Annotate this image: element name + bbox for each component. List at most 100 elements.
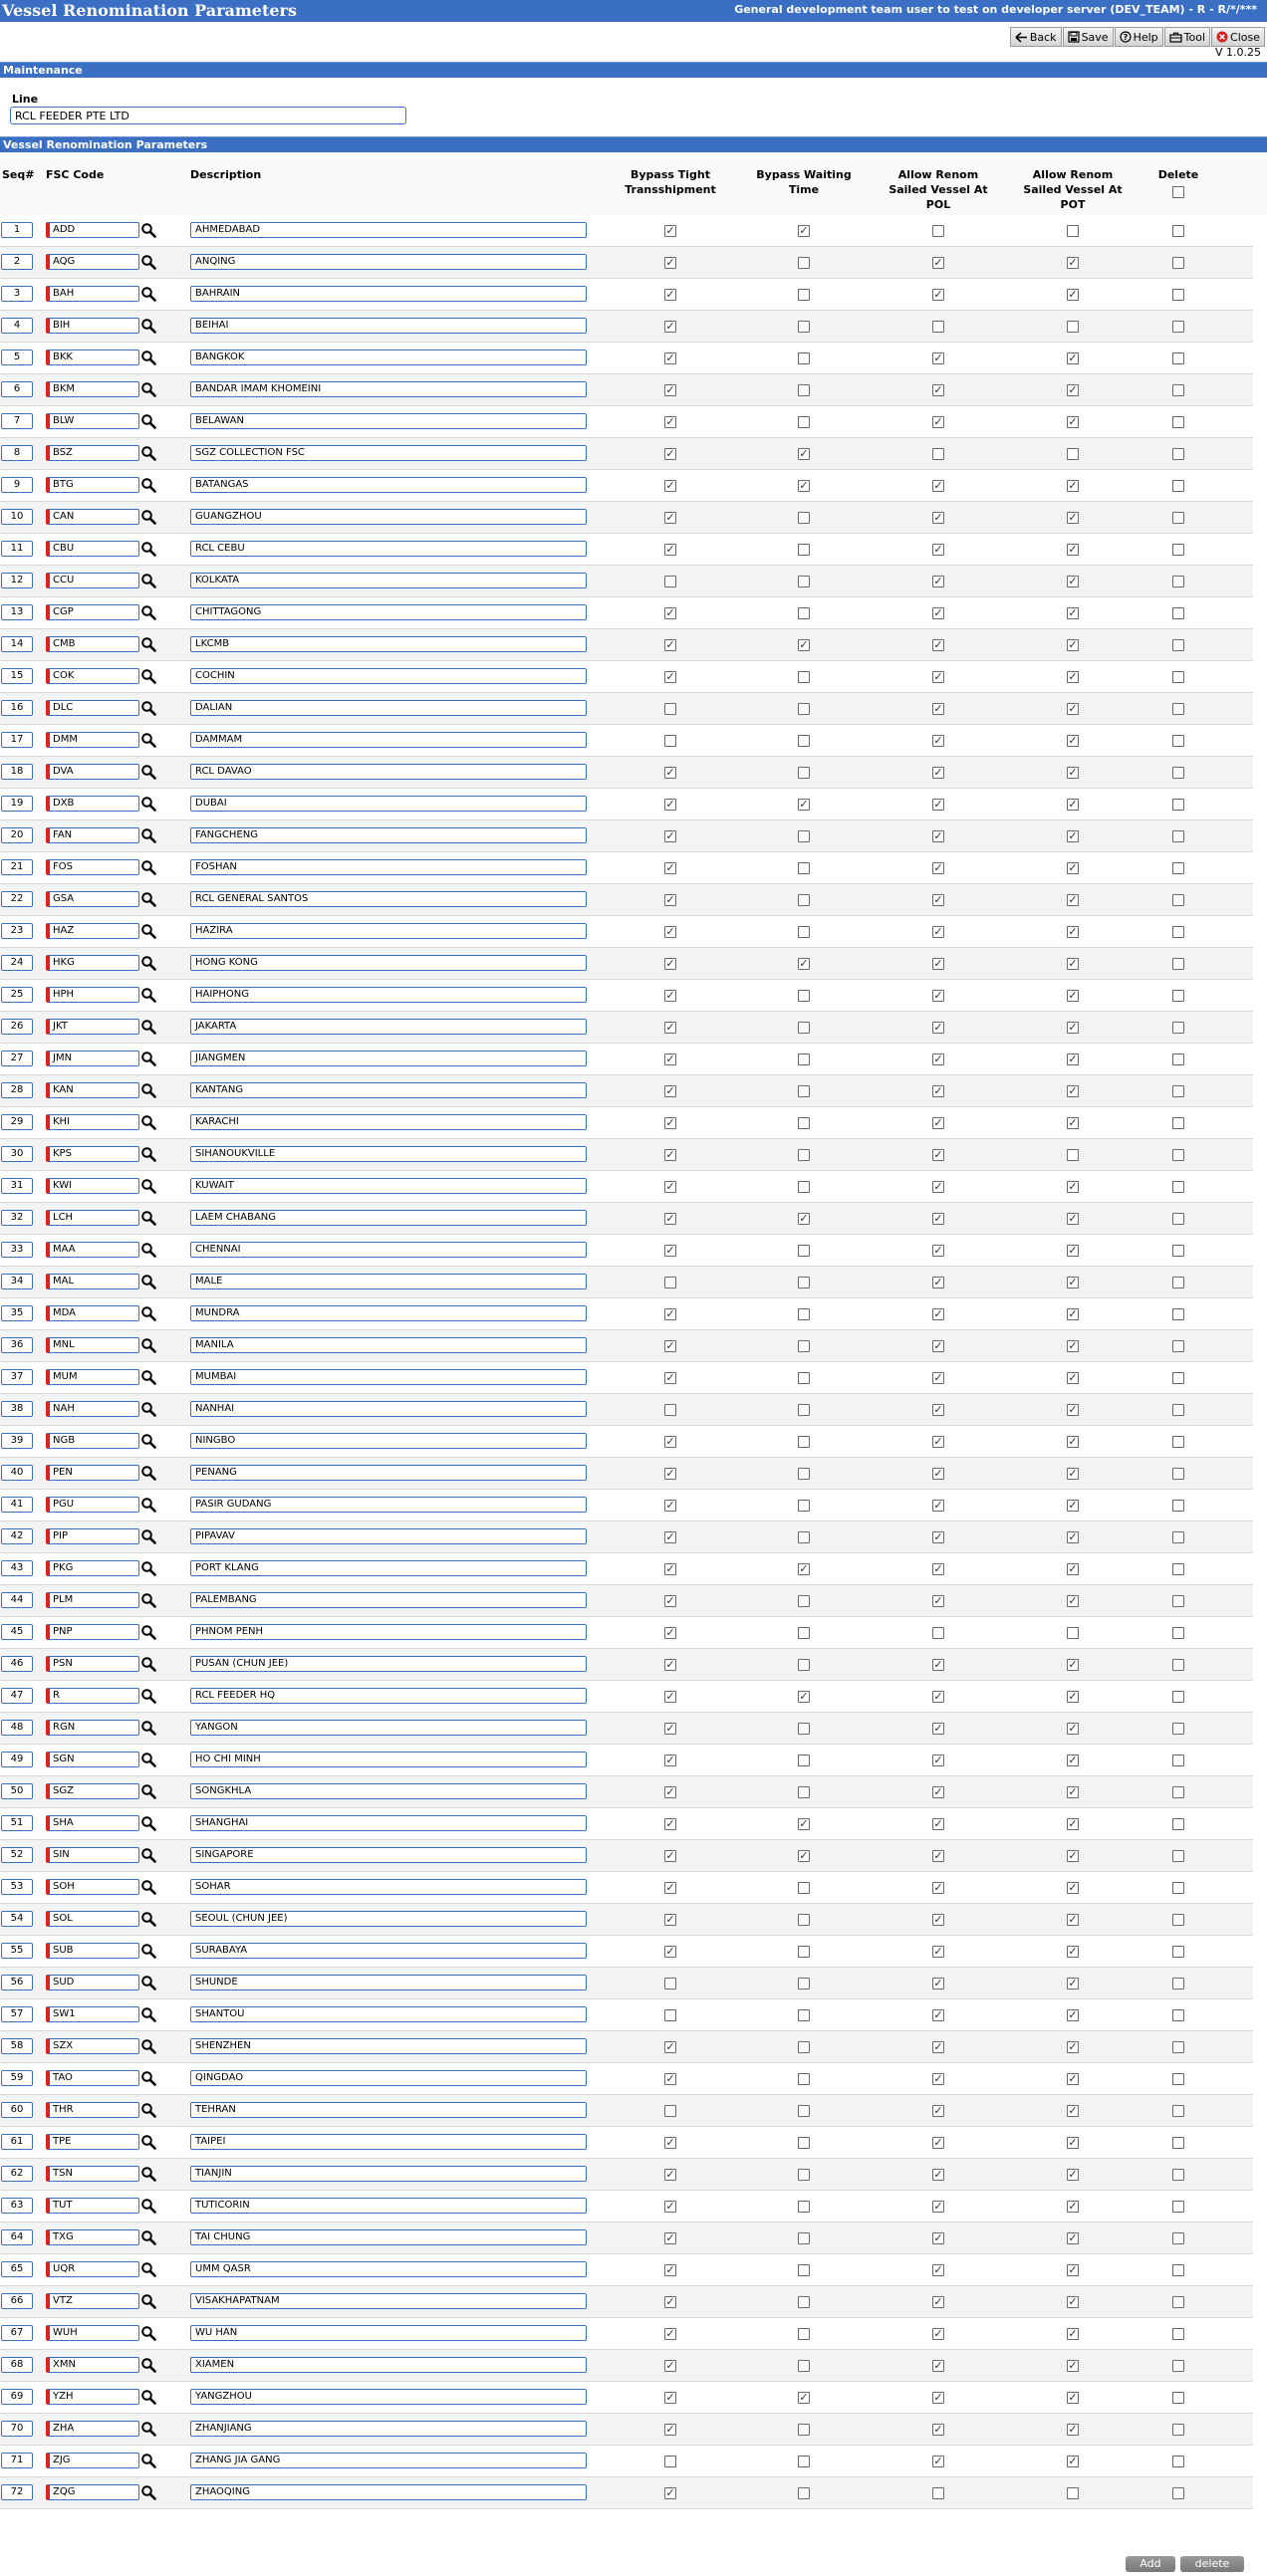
bypass-waiting-checkbox[interactable] bbox=[798, 990, 810, 1002]
allow-pol-checkbox[interactable]: ✓ bbox=[932, 1180, 944, 1193]
fsc-code-field[interactable]: MAA bbox=[46, 1242, 139, 1258]
bypass-tight-checkbox[interactable]: ✓ bbox=[664, 2263, 676, 2276]
bypass-tight-checkbox[interactable] bbox=[664, 703, 676, 715]
allow-pot-checkbox[interactable]: ✓ bbox=[1067, 1785, 1079, 1798]
delete-checkbox[interactable] bbox=[1172, 2392, 1184, 2404]
seq-field[interactable]: 47 bbox=[1, 1688, 33, 1704]
magnifier-icon[interactable] bbox=[140, 859, 156, 875]
seq-field[interactable]: 5 bbox=[1, 350, 33, 365]
tool-button[interactable]: Tool bbox=[1163, 27, 1211, 47]
allow-pot-checkbox[interactable]: ✓ bbox=[1067, 829, 1079, 842]
fsc-code-field[interactable]: SGN bbox=[46, 1752, 139, 1767]
bypass-tight-checkbox[interactable]: ✓ bbox=[664, 383, 676, 396]
bypass-waiting-checkbox[interactable] bbox=[798, 576, 810, 587]
description-field[interactable]: BANGKOK bbox=[190, 350, 587, 365]
fsc-code-field[interactable]: ZHA bbox=[46, 2421, 139, 2437]
fsc-code-field[interactable]: TXG bbox=[46, 2229, 139, 2245]
bypass-waiting-checkbox[interactable] bbox=[798, 512, 810, 524]
bypass-waiting-checkbox[interactable] bbox=[798, 1308, 810, 1320]
magnifier-icon[interactable] bbox=[140, 1975, 156, 1991]
bypass-tight-checkbox[interactable]: ✓ bbox=[664, 766, 676, 779]
seq-field[interactable]: 44 bbox=[1, 1592, 33, 1608]
bypass-waiting-checkbox[interactable] bbox=[798, 1723, 810, 1735]
fsc-code-field[interactable]: SUD bbox=[46, 1975, 139, 1991]
bypass-waiting-checkbox[interactable] bbox=[798, 671, 810, 683]
bypass-tight-checkbox[interactable]: ✓ bbox=[664, 1467, 676, 1480]
bypass-waiting-checkbox[interactable] bbox=[798, 1978, 810, 1990]
allow-pot-checkbox[interactable]: ✓ bbox=[1067, 2391, 1079, 2404]
delete-checkbox[interactable] bbox=[1172, 448, 1184, 460]
allow-pot-checkbox[interactable]: ✓ bbox=[1067, 1180, 1079, 1193]
seq-field[interactable]: 14 bbox=[1, 636, 33, 652]
bypass-waiting-checkbox[interactable] bbox=[798, 2073, 810, 2085]
allow-pol-checkbox[interactable]: ✓ bbox=[932, 1435, 944, 1448]
description-field[interactable]: DAMMAM bbox=[190, 732, 587, 748]
delete-checkbox[interactable] bbox=[1172, 2328, 1184, 2340]
fsc-code-field[interactable]: ADD bbox=[46, 222, 139, 238]
fsc-code-field[interactable]: CCU bbox=[46, 573, 139, 588]
allow-pol-checkbox[interactable]: ✓ bbox=[932, 606, 944, 619]
fsc-code-field[interactable]: MNL bbox=[46, 1337, 139, 1353]
bypass-tight-checkbox[interactable] bbox=[664, 2456, 676, 2467]
bypass-waiting-checkbox[interactable] bbox=[798, 384, 810, 396]
allow-pol-checkbox[interactable]: ✓ bbox=[932, 288, 944, 301]
bypass-waiting-checkbox[interactable] bbox=[798, 2296, 810, 2308]
seq-field[interactable]: 62 bbox=[1, 2166, 33, 2182]
description-field[interactable]: RCL GENERAL SANTOS bbox=[190, 891, 587, 907]
delete-checkbox[interactable] bbox=[1172, 2105, 1184, 2117]
bypass-tight-checkbox[interactable]: ✓ bbox=[664, 861, 676, 874]
bypass-waiting-checkbox[interactable] bbox=[798, 1595, 810, 1607]
bypass-waiting-checkbox[interactable] bbox=[798, 830, 810, 842]
allow-pot-checkbox[interactable] bbox=[1067, 225, 1079, 237]
delete-checkbox[interactable] bbox=[1172, 1531, 1184, 1543]
magnifier-icon[interactable] bbox=[140, 1560, 156, 1576]
seq-field[interactable]: 34 bbox=[1, 1274, 33, 1289]
allow-pot-checkbox[interactable]: ✓ bbox=[1067, 2200, 1079, 2213]
seq-field[interactable]: 4 bbox=[1, 318, 33, 334]
delete-checkbox[interactable] bbox=[1172, 1277, 1184, 1288]
delete-checkbox[interactable] bbox=[1172, 862, 1184, 874]
description-field[interactable]: BANDAR IMAM KHOMEINI bbox=[190, 381, 587, 397]
description-field[interactable]: ANQING bbox=[190, 254, 587, 270]
seq-field[interactable]: 31 bbox=[1, 1178, 33, 1194]
bypass-tight-checkbox[interactable]: ✓ bbox=[664, 1339, 676, 1352]
allow-pol-checkbox[interactable]: ✓ bbox=[932, 925, 944, 938]
allow-pot-checkbox[interactable]: ✓ bbox=[1067, 1722, 1079, 1735]
description-field[interactable]: CHITTAGONG bbox=[190, 604, 587, 620]
fsc-code-field[interactable]: MDA bbox=[46, 1305, 139, 1321]
delete-checkbox[interactable] bbox=[1172, 2073, 1184, 2085]
bypass-waiting-checkbox[interactable] bbox=[798, 703, 810, 715]
magnifier-icon[interactable] bbox=[140, 2134, 156, 2150]
allow-pol-checkbox[interactable]: ✓ bbox=[932, 1945, 944, 1958]
magnifier-icon[interactable] bbox=[140, 2389, 156, 2405]
magnifier-icon[interactable] bbox=[140, 1401, 156, 1417]
description-field[interactable]: ZHANG JIA GANG bbox=[190, 2453, 587, 2468]
allow-pol-checkbox[interactable]: ✓ bbox=[932, 1084, 944, 1097]
magnifier-icon[interactable] bbox=[140, 2006, 156, 2022]
seq-field[interactable]: 27 bbox=[1, 1051, 33, 1066]
magnifier-icon[interactable] bbox=[140, 987, 156, 1003]
delete-checkbox[interactable] bbox=[1172, 2296, 1184, 2308]
allow-pol-checkbox[interactable]: ✓ bbox=[932, 2136, 944, 2149]
fsc-code-field[interactable]: JMN bbox=[46, 1051, 139, 1066]
add-button[interactable]: Add bbox=[1126, 2556, 1175, 2572]
seq-field[interactable]: 48 bbox=[1, 1720, 33, 1736]
delete-checkbox[interactable] bbox=[1172, 926, 1184, 938]
allow-pol-checkbox[interactable]: ✓ bbox=[932, 734, 944, 747]
bypass-tight-checkbox[interactable]: ✓ bbox=[664, 1021, 676, 1034]
delete-checkbox[interactable] bbox=[1172, 894, 1184, 906]
seq-field[interactable]: 50 bbox=[1, 1783, 33, 1799]
allow-pot-checkbox[interactable]: ✓ bbox=[1067, 1307, 1079, 1320]
fsc-code-field[interactable]: BAH bbox=[46, 286, 139, 302]
bypass-waiting-checkbox[interactable] bbox=[798, 1436, 810, 1448]
delete-checkbox[interactable] bbox=[1172, 767, 1184, 779]
magnifier-icon[interactable] bbox=[140, 1592, 156, 1608]
bypass-tight-checkbox[interactable]: ✓ bbox=[664, 2072, 676, 2085]
allow-pol-checkbox[interactable]: ✓ bbox=[932, 638, 944, 651]
description-field[interactable]: PASIR GUDANG bbox=[190, 1497, 587, 1513]
allow-pol-checkbox[interactable]: ✓ bbox=[932, 256, 944, 269]
allow-pot-checkbox[interactable]: ✓ bbox=[1067, 925, 1079, 938]
fsc-code-field[interactable]: GSA bbox=[46, 891, 139, 907]
seq-field[interactable]: 25 bbox=[1, 987, 33, 1003]
description-field[interactable]: JAKARTA bbox=[190, 1019, 587, 1035]
